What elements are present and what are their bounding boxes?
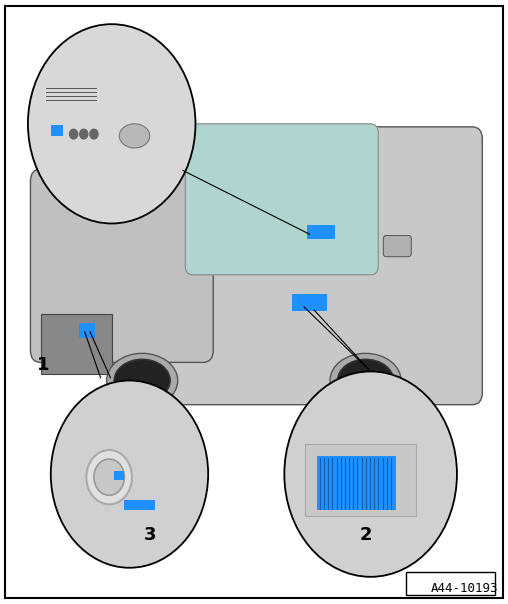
- FancyBboxPatch shape: [51, 125, 64, 136]
- FancyBboxPatch shape: [305, 444, 417, 516]
- Text: 2: 2: [359, 525, 372, 544]
- Ellipse shape: [114, 359, 170, 402]
- Circle shape: [90, 129, 98, 139]
- FancyBboxPatch shape: [30, 169, 213, 362]
- Circle shape: [51, 381, 208, 568]
- Circle shape: [70, 129, 78, 139]
- FancyBboxPatch shape: [292, 294, 328, 311]
- Ellipse shape: [94, 459, 124, 495]
- Ellipse shape: [119, 124, 150, 148]
- Ellipse shape: [107, 353, 178, 408]
- FancyBboxPatch shape: [114, 471, 124, 480]
- Text: 3: 3: [144, 525, 156, 544]
- FancyBboxPatch shape: [132, 127, 482, 405]
- Circle shape: [80, 129, 88, 139]
- Text: A44-10193: A44-10193: [431, 582, 498, 596]
- FancyBboxPatch shape: [406, 572, 495, 595]
- FancyBboxPatch shape: [307, 225, 335, 239]
- FancyBboxPatch shape: [318, 456, 396, 510]
- FancyBboxPatch shape: [41, 314, 112, 374]
- FancyBboxPatch shape: [124, 500, 155, 510]
- FancyBboxPatch shape: [79, 323, 95, 338]
- Ellipse shape: [330, 353, 401, 408]
- Circle shape: [28, 24, 196, 223]
- Text: 1: 1: [37, 356, 49, 374]
- Circle shape: [284, 371, 457, 577]
- Ellipse shape: [86, 450, 132, 504]
- FancyBboxPatch shape: [384, 236, 411, 257]
- Ellipse shape: [338, 359, 394, 402]
- FancyBboxPatch shape: [185, 124, 378, 275]
